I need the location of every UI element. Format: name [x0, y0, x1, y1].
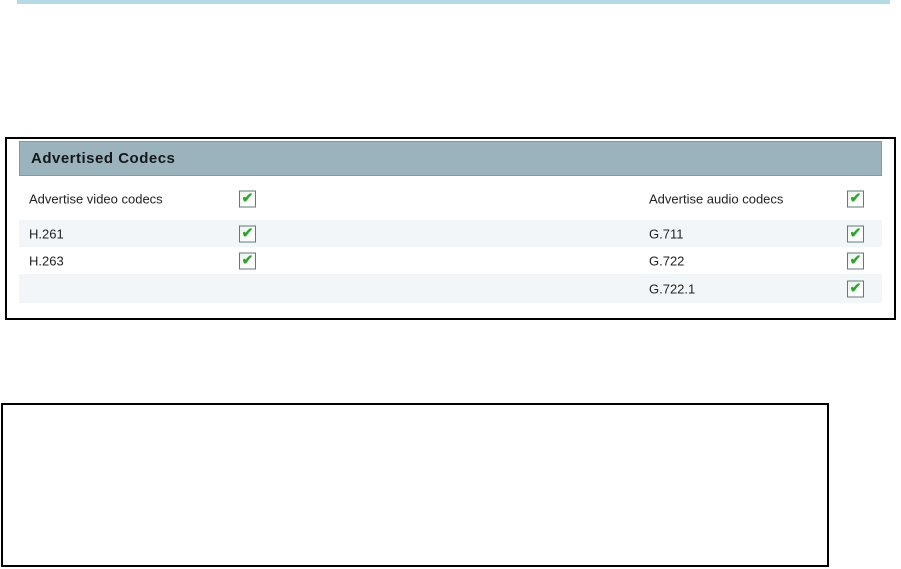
h261-checkbox[interactable]: ✔ [239, 225, 256, 242]
g7221-checkbox[interactable]: ✔ [847, 280, 864, 297]
check-icon: ✔ [241, 251, 254, 268]
g711-checkbox[interactable]: ✔ [847, 225, 864, 242]
advertise-audio-codecs-checkbox[interactable]: ✔ [847, 190, 864, 207]
h261-label: H.261 [29, 226, 64, 241]
h263-label: H.263 [29, 253, 64, 268]
g7221-label: G.722.1 [649, 281, 696, 296]
advertise-video-codecs-label: Advertise video codecs [29, 191, 163, 206]
panel-header: Advertised Codecs [19, 141, 882, 176]
panel-title: Advertised Codecs [31, 150, 176, 167]
g722-label: G.722 [649, 253, 685, 268]
advertise-video-codecs-checkbox[interactable]: ✔ [239, 190, 256, 207]
check-icon: ✔ [849, 224, 862, 241]
table-row: G.722.1 ✔ [19, 274, 882, 303]
table-row: H.263 ✔ G.722 ✔ [19, 247, 882, 274]
check-icon: ✔ [241, 189, 254, 206]
g711-label: G.711 [649, 226, 684, 241]
table-row: Advertise video codecs ✔ Advertise audio… [19, 177, 882, 220]
h263-checkbox[interactable]: ✔ [239, 252, 256, 269]
top-divider-rule [17, 0, 890, 4]
check-icon: ✔ [241, 224, 254, 241]
advertised-codecs-panel: Advertised Codecs Advertise video codecs… [5, 137, 896, 320]
table-row: H.261 ✔ G.711 ✔ [19, 220, 882, 247]
advertise-audio-codecs-label: Advertise audio codecs [649, 191, 784, 206]
empty-content-box [1, 403, 829, 567]
g722-checkbox[interactable]: ✔ [847, 252, 864, 269]
check-icon: ✔ [849, 279, 862, 296]
codec-table: Advertise video codecs ✔ Advertise audio… [19, 177, 882, 303]
check-icon: ✔ [849, 189, 862, 206]
check-icon: ✔ [849, 251, 862, 268]
